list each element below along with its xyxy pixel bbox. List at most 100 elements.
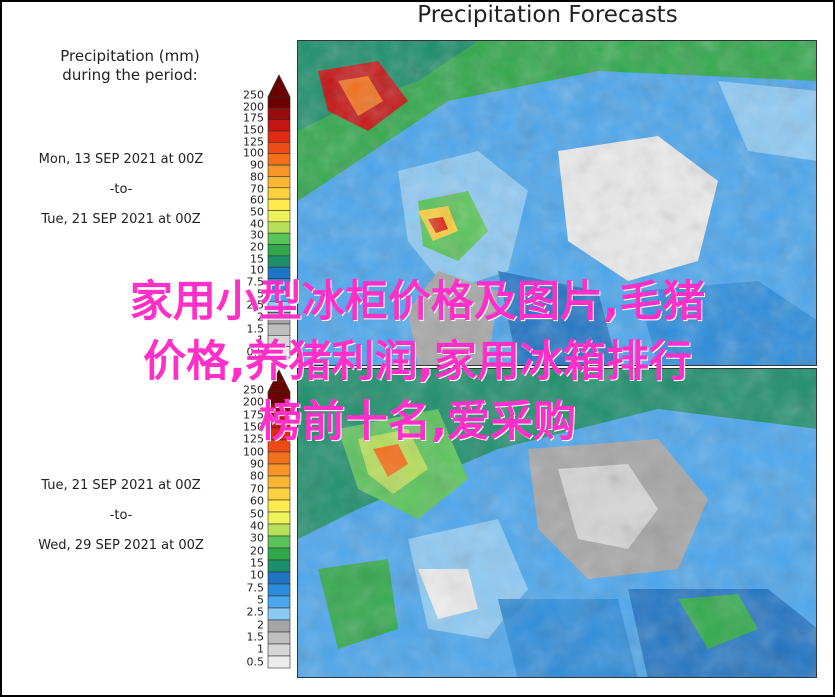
colorbar-lower-tick-label: 15 [250, 556, 264, 570]
colorbar-lower-tick-label: 90 [250, 457, 264, 471]
colorbar-lower-swatch [267, 619, 291, 633]
colorbar-lower-tick-label: 250 [243, 383, 264, 397]
colorbar-upper-swatch [267, 153, 291, 166]
colorbar-upper-tick-label: 10 [250, 263, 264, 277]
colorbar-upper-swatch [267, 142, 291, 155]
colorbar-lower-swatch [267, 643, 291, 657]
colorbar-lower-swatch [267, 607, 291, 621]
colorbar-lower-tick-label: 10 [250, 568, 264, 582]
colorbar-upper-swatch [267, 119, 291, 132]
colorbar-upper-tick-label: 7.5 [246, 275, 265, 289]
colorbar-lower-swatch [267, 583, 291, 597]
colorbar-upper-swatch [267, 346, 291, 359]
colorbar-upper-tick-label: 150 [243, 123, 264, 137]
colorbar-lower-tick-label: 20 [250, 544, 264, 558]
colorbar-upper-tick-label: 80 [250, 170, 264, 184]
colorbar-upper-swatch [267, 232, 291, 245]
overlay-line-2: 价格,养猪利润,家用冰箱排行 [143, 337, 692, 387]
colorbar-lower-swatch [267, 463, 291, 477]
colorbar-upper-tick-label: 60 [250, 193, 264, 207]
colorbar-lower-tick-label: 175 [243, 408, 264, 422]
colorbar-upper-swatch [267, 198, 291, 211]
overlay-line-1: 家用小型冰柜价格及图片,毛猪 [129, 277, 706, 327]
colorbar-lower-tick-label: 7.5 [246, 581, 265, 595]
overlay-watermark-text: 家用小型冰柜价格及图片,毛猪 价格,养猪利润,家用冰箱排行 榜前十名,爱采购 [10, 272, 825, 452]
colorbar-lower-tick-label: 50 [250, 507, 264, 521]
period-upper-end: Tue, 21 SEP 2021 at 00Z [41, 212, 201, 227]
colorbar-lower-swatch [267, 631, 291, 645]
colorbar-upper-swatch [267, 176, 291, 189]
colorbar-upper-swatch [267, 210, 291, 223]
colorbar-lower-tick-label: 60 [250, 494, 264, 508]
colorbar-upper-tick-label: 20 [250, 240, 264, 254]
chart-title: Precipitation Forecasts [417, 2, 678, 28]
colorbar-upper-tick-label: 2.5 [246, 298, 265, 312]
colorbar-upper-tick-label: 70 [250, 182, 264, 195]
colorbar-lower-swatch [267, 655, 291, 669]
colorbar-upper-tick-label: 200 [243, 100, 264, 114]
colorbar-lower-swatch [267, 475, 291, 489]
legend-heading-line1: Precipitation (mm) [60, 47, 200, 65]
colorbar-lower-swatch [267, 595, 291, 609]
colorbar-upper-tick-label: 125 [243, 135, 264, 149]
map-lower-graphic [298, 369, 816, 677]
map-panel-upper [297, 40, 817, 366]
map-panel-lower [297, 368, 817, 678]
colorbar-lower-swatch [267, 451, 291, 465]
period-upper-to: -to- [109, 182, 133, 197]
colorbar-lower-tick-label: 40 [250, 519, 264, 533]
colorbar-upper-swatch [267, 221, 291, 234]
colorbar-upper-tick-label: 50 [250, 205, 264, 219]
colorbar-lower-swatch [267, 487, 291, 501]
colorbar-upper-swatch [267, 187, 291, 200]
map-upper-graphic [298, 41, 816, 365]
colorbar-upper-swatch [267, 96, 291, 109]
colorbar-lower-tick-label: 2.5 [246, 605, 265, 619]
colorbar-upper-tick-label: 0.5 [246, 345, 265, 359]
colorbar-lower-tick-label: 0.5 [246, 655, 265, 669]
colorbar-upper-tick-label: 30 [250, 228, 264, 242]
colorbar-lower-tick-label: 1.5 [246, 630, 265, 644]
colorbar-lower-tick-label: 80 [250, 469, 264, 483]
colorbar-lower-tick-label: 200 [243, 395, 264, 409]
colorbar-upper-swatch [267, 164, 291, 177]
colorbar-lower-tick-label: 30 [250, 531, 264, 545]
colorbar-upper-tick-label: 15 [250, 252, 264, 266]
colorbar-upper-tick-label: 100 [243, 146, 264, 160]
colorbar-lower-tick-label: 1 [257, 642, 264, 656]
colorbar-upper-tick-label: 5 [257, 287, 264, 301]
period-lower-start: Tue, 21 SEP 2021 at 00Z [41, 478, 201, 493]
colorbar-upper-tick-label: 90 [250, 158, 264, 172]
colorbar-upper-swatch [267, 130, 291, 143]
colorbar-lower-tick-label: 5 [257, 593, 264, 607]
period-lower-to: -to- [109, 508, 133, 523]
colorbar-lower-swatch [267, 547, 291, 561]
colorbar-lower-swatch [267, 535, 291, 549]
colorbar-upper-tick-label: 2 [257, 310, 264, 324]
legend-heading: Precipitation (mm) during the period: [10, 47, 250, 85]
colorbar-upper-tick-label: 1.5 [246, 322, 265, 336]
colorbar-lower-swatch [267, 523, 291, 537]
colorbar-lower-swatch [267, 571, 291, 585]
colorbar-upper-tick-label: 1 [257, 333, 264, 347]
colorbar-upper-tick-label: 40 [250, 217, 264, 231]
colorbar-lower-tick-label: 2 [257, 618, 264, 632]
colorbar-upper-swatch [267, 108, 291, 120]
period-upper-start: Mon, 13 SEP 2021 at 00Z [38, 152, 204, 167]
colorbar-upper-swatch [267, 244, 291, 257]
colorbar-lower-swatch [267, 499, 291, 513]
period-lower: Tue, 21 SEP 2021 at 00Z -to- Wed, 29 SEP… [6, 471, 236, 561]
legend-heading-line2: during the period: [62, 66, 198, 84]
period-upper: Mon, 13 SEP 2021 at 00Z -to- Tue, 21 SEP… [6, 145, 236, 235]
colorbar-lower-swatch [267, 559, 291, 573]
period-lower-end: Wed, 29 SEP 2021 at 00Z [38, 538, 204, 553]
colorbar-upper-swatch [267, 255, 291, 268]
colorbar-upper-arrow [267, 74, 291, 98]
colorbar-lower-tick-label: 100 [243, 445, 264, 459]
overlay-line-3: 榜前十名,爱采购 [258, 397, 577, 447]
colorbar-lower-swatch [267, 511, 291, 525]
colorbar-lower-tick-label: 125 [243, 432, 264, 446]
colorbar-upper-tick-label: 175 [243, 111, 264, 125]
colorbar-upper-tick-label: 250 [243, 88, 264, 102]
